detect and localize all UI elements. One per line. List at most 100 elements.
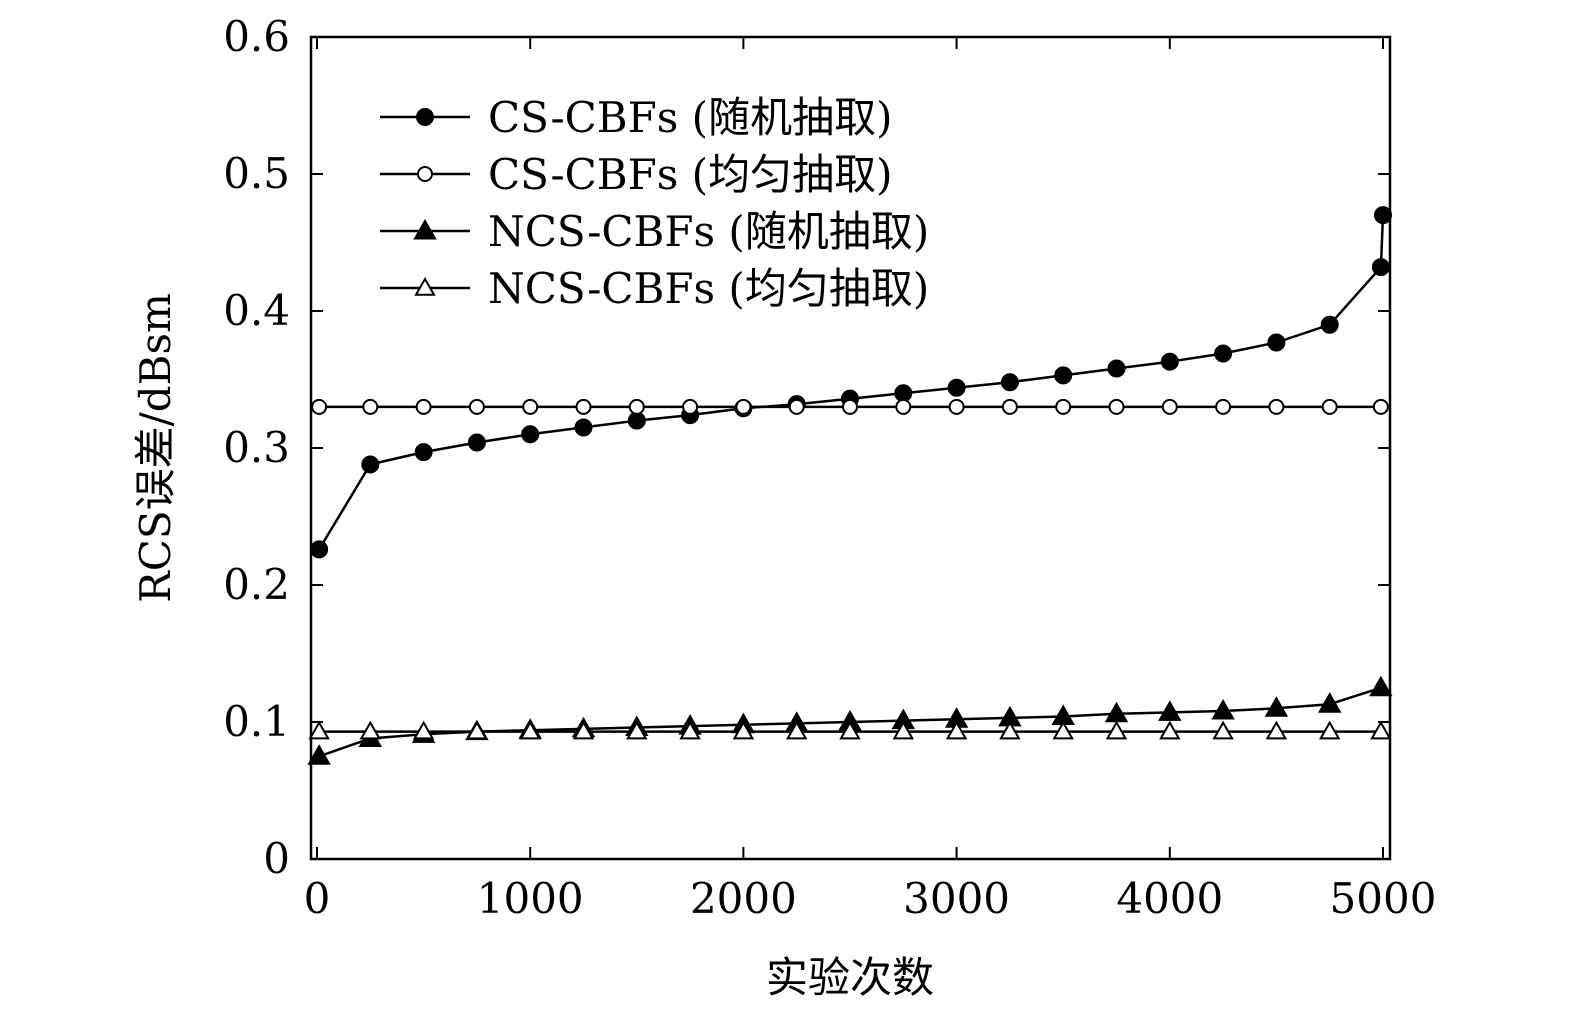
- data-point: [412, 720, 435, 740]
- data-point: [1320, 315, 1339, 334]
- legend-label: CS-CBFs (均匀抽取): [488, 150, 892, 199]
- data-point: [310, 540, 329, 559]
- y-tick-label: 0.6: [223, 12, 290, 61]
- data-point: [308, 720, 330, 740]
- data-point: [1052, 720, 1074, 740]
- y-axis-title: RCS误差/dBsm: [131, 293, 180, 603]
- y-tick-label: 0.1: [223, 697, 290, 746]
- data-point: [1369, 675, 1393, 697]
- data-point: [626, 720, 648, 740]
- data-point: [1108, 398, 1125, 415]
- legend-item: NCS-CBFs (均匀抽取): [380, 264, 929, 313]
- data-point: [1159, 720, 1181, 740]
- data-point: [522, 398, 539, 415]
- data-point: [1318, 720, 1341, 740]
- data-point: [521, 425, 540, 444]
- data-point: [361, 455, 380, 474]
- legend-marker: [413, 218, 437, 240]
- data-point: [466, 720, 488, 740]
- legend-marker: [414, 276, 436, 296]
- legend-label: CS-CBFs (随机抽取): [488, 93, 892, 142]
- data-point: [362, 398, 379, 415]
- data-point: [1054, 366, 1073, 385]
- x-tick-label: 4000: [1116, 874, 1223, 923]
- x-tick-label: 2000: [690, 874, 797, 923]
- data-point: [895, 398, 912, 415]
- data-point: [999, 720, 1021, 740]
- data-point: [785, 720, 808, 740]
- data-point: [575, 398, 592, 415]
- y-axis: 0 0.1 0.2 0.3 0.4 0.5 0.6: [223, 12, 1390, 883]
- data-point: [574, 418, 593, 437]
- x-tick-label: 5000: [1330, 874, 1437, 923]
- x-axis-title: 实验次数: [766, 953, 934, 1002]
- data-point: [735, 398, 752, 415]
- series-1: [310, 206, 1392, 559]
- data-point: [947, 378, 966, 397]
- y-tick-label: 0.5: [223, 149, 290, 198]
- data-point: [1370, 720, 1392, 740]
- data-point: [1371, 258, 1390, 277]
- data-point: [1265, 720, 1288, 740]
- data-point: [679, 720, 701, 740]
- data-point: [1001, 398, 1018, 415]
- data-point: [788, 398, 805, 415]
- data-point: [627, 411, 646, 430]
- y-tick-label: 0.3: [223, 423, 290, 472]
- legend-item: CS-CBFs (随机抽取): [380, 93, 892, 142]
- legend-item: NCS-CBFs (随机抽取): [380, 207, 929, 256]
- legend-label: NCS-CBFs (均匀抽取): [488, 264, 929, 313]
- data-point: [307, 744, 331, 765]
- data-point: [948, 398, 965, 415]
- y-tick-label: 0.4: [223, 286, 290, 335]
- data-point: [842, 398, 858, 415]
- data-point: [311, 398, 328, 415]
- data-point: [1372, 398, 1389, 415]
- data-point: [1212, 720, 1234, 740]
- data-point: [467, 433, 486, 452]
- data-point: [839, 720, 861, 740]
- data-point: [1317, 692, 1342, 713]
- data-point: [468, 398, 485, 415]
- x-axis: 0 1000 2000 3000 4000 5000: [304, 37, 1437, 923]
- data-point: [1107, 359, 1126, 378]
- data-point: [1160, 352, 1179, 371]
- x-tick-label: 1000: [477, 874, 584, 923]
- legend: CS-CBFs (随机抽取) CS-CBFs (均匀抽取) NCS-CBFs (随机…: [380, 93, 929, 313]
- series-layer: [307, 206, 1393, 765]
- data-point: [1264, 696, 1289, 717]
- data-point: [1158, 700, 1182, 721]
- data-point: [628, 398, 645, 415]
- data-point: [572, 720, 595, 740]
- data-point: [1055, 398, 1072, 415]
- x-tick-label: 0: [304, 874, 331, 923]
- legend-marker: [416, 108, 434, 126]
- x-tick-label: 3000: [903, 874, 1010, 923]
- data-point: [359, 720, 382, 740]
- data-point: [1000, 373, 1019, 392]
- data-point: [1161, 398, 1178, 415]
- data-point: [1268, 398, 1285, 415]
- data-point: [1214, 344, 1233, 363]
- y-tick-label: 0.2: [223, 560, 290, 609]
- data-point: [415, 398, 432, 415]
- data-point: [1105, 720, 1128, 740]
- series-4: [308, 720, 1392, 740]
- data-point: [892, 720, 915, 740]
- series-2: [311, 398, 1389, 415]
- data-point: [945, 720, 968, 740]
- data-point: [732, 720, 755, 740]
- data-point: [414, 443, 433, 462]
- y-tick-label: 0: [263, 834, 290, 883]
- data-point: [519, 720, 541, 740]
- data-point: [894, 384, 913, 403]
- legend-marker: [417, 166, 433, 182]
- data-point: [1215, 398, 1232, 415]
- series-line: [318, 215, 1385, 551]
- data-point: [1321, 398, 1338, 415]
- data-point: [1211, 699, 1235, 720]
- legend-label: NCS-CBFs (随机抽取): [488, 207, 929, 256]
- data-point: [1374, 206, 1392, 225]
- data-point: [682, 398, 699, 415]
